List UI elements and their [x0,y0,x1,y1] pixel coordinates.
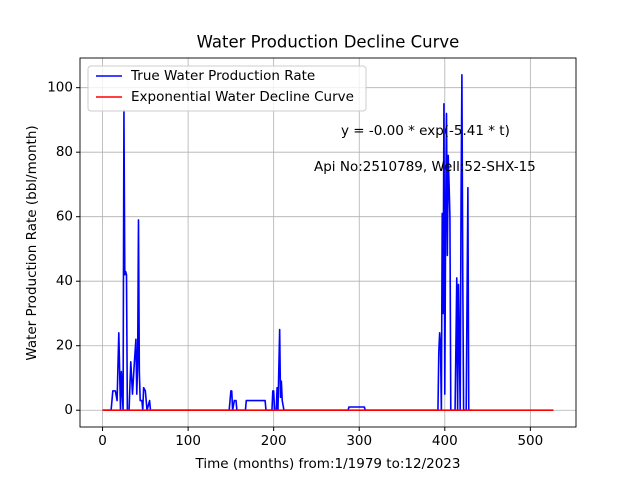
annotation: Api No:2510789, Well:52-SHX-15 [314,159,536,175]
x-tick-label: 100 [175,433,201,449]
legend-label: True Water Production Rate [130,68,315,84]
chart-title: Water Production Decline Curve [197,33,460,52]
y-tick-label: 20 [56,338,73,354]
x-tick-label: 400 [432,433,458,449]
y-tick-label: 40 [56,273,73,289]
y-tick-label: 80 [56,144,73,160]
annotation: y = -0.00 * exp(-5.41 * t) [341,123,510,139]
x-tick-label: 200 [261,433,287,449]
y-axis-label: Water Production Rate (bbl/month) [24,125,40,360]
y-tick-label: 100 [47,80,73,96]
x-axis-label: Time (months) from:1/1979 to:12/2023 [195,456,461,472]
x-tick-label: 0 [98,433,107,449]
y-tick-label: 60 [56,209,73,225]
legend-box [87,65,367,112]
x-tick-label: 300 [346,433,372,449]
x-tick-label: 500 [517,433,543,449]
y-tick-label: 0 [64,402,73,418]
legend-label: Exponential Water Decline Curve [131,89,354,105]
axes-frame [79,57,577,428]
